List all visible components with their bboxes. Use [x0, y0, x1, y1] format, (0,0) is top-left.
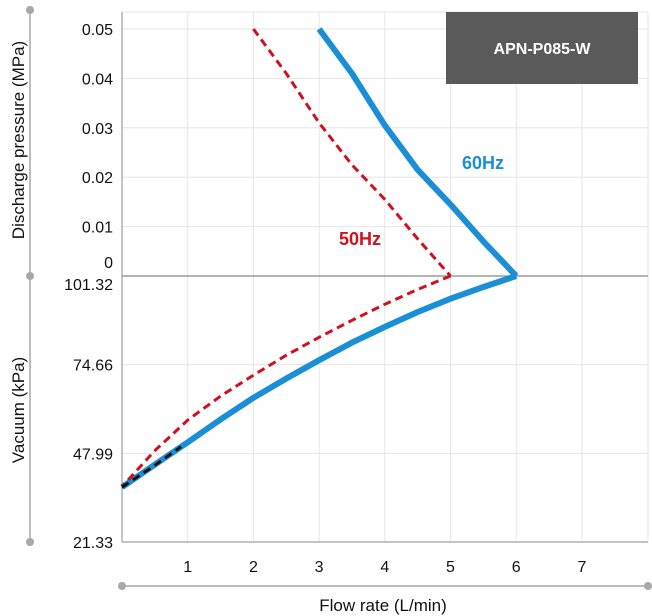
- outer-y-axis-dot-middle: [26, 272, 34, 280]
- series-50hz-vacuum-line: [120, 274, 452, 488]
- outer-x-axis-dot-left: [118, 582, 126, 590]
- axes-layer: [26, 6, 652, 590]
- vacuum-tick-74.66: 74.66: [73, 358, 113, 375]
- outer-y-axis-dot-top: [26, 6, 34, 14]
- x-axis-title: Flow rate (L/min): [319, 596, 447, 615]
- x-tick-2: 2: [249, 559, 258, 576]
- pressure-tick-0.05: 0.05: [82, 22, 113, 39]
- series-label-50hz: 50Hz: [339, 229, 381, 249]
- vacuum-tick-47.99: 47.99: [73, 446, 113, 463]
- x-tick-3: 3: [315, 559, 324, 576]
- outer-x-axis-dot-right: [644, 582, 652, 590]
- ticks-layer: 1 2 3 4 5 6 7 0.05 0.04 0.03 0.02 0.01 0 101.32 74.66 4…: [64, 22, 586, 576]
- x-tick-6: 6: [512, 559, 521, 576]
- series-overlap-segment: [121, 445, 182, 489]
- pressure-tick-0.04: 0.04: [82, 71, 113, 88]
- model-label: APN-P085-W: [494, 41, 592, 58]
- series-60hz-pressure-line: [316, 27, 519, 279]
- x-tick-5: 5: [446, 559, 455, 576]
- pressure-tick-0: 0: [104, 255, 113, 272]
- x-tick-4: 4: [380, 559, 389, 576]
- series-label-60hz: 60Hz: [462, 153, 504, 173]
- vacuum-tick-21.33: 21.33: [73, 535, 113, 552]
- pressure-tick-0.02: 0.02: [82, 170, 113, 187]
- x-tick-7: 7: [577, 559, 586, 576]
- outer-y-axis-dot-bottom: [26, 538, 34, 546]
- series-60hz-vacuum-line: [120, 273, 518, 490]
- pressure-tick-0.01: 0.01: [82, 220, 113, 237]
- y-axis-title-pressure: Discharge pressure (MPa): [9, 41, 28, 239]
- y-axis-title-vacuum: Vacuum (kPa): [9, 357, 28, 463]
- pressure-tick-0.03: 0.03: [82, 121, 113, 138]
- model-label-box: [446, 12, 638, 84]
- series-50hz-pressure-line: [252, 28, 452, 277]
- series-layer: [120, 27, 519, 490]
- vacuum-tick-101.32: 101.32: [64, 277, 113, 294]
- grid-layer: [122, 11, 649, 543]
- x-tick-1: 1: [183, 559, 192, 576]
